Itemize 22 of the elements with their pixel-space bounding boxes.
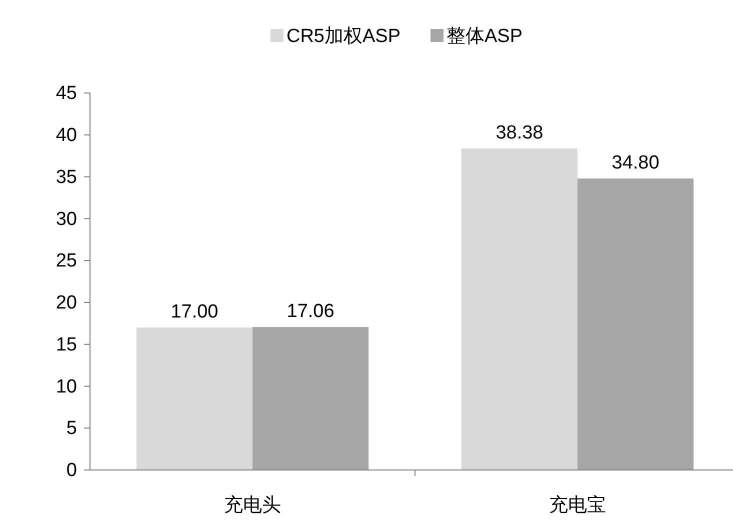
y-tick-label: 30 [56, 208, 77, 230]
y-tick-label: 5 [66, 418, 77, 440]
y-tick-label: 25 [56, 250, 77, 272]
data-label: 17.06 [286, 301, 334, 322]
x-tick-label: 充电宝 [549, 494, 606, 516]
bar [461, 148, 578, 470]
y-tick-label: 15 [56, 334, 77, 356]
y-tick-label: 0 [66, 460, 77, 482]
legend-label: 整体ASP [446, 26, 523, 47]
y-tick-label: 40 [56, 124, 77, 146]
y-tick-label: 10 [56, 376, 77, 398]
y-tick-label: 35 [56, 166, 77, 188]
legend-label: CR5加权ASP [286, 26, 400, 47]
x-tick-label: 充电头 [224, 494, 281, 516]
data-label: 38.38 [496, 122, 544, 144]
data-label: 17.00 [170, 302, 218, 323]
bar [136, 328, 252, 470]
bar [252, 327, 369, 470]
y-tick-label: 45 [56, 83, 77, 104]
y-tick-label: 20 [56, 292, 77, 314]
data-label: 34.80 [612, 152, 660, 174]
bar [578, 178, 694, 470]
